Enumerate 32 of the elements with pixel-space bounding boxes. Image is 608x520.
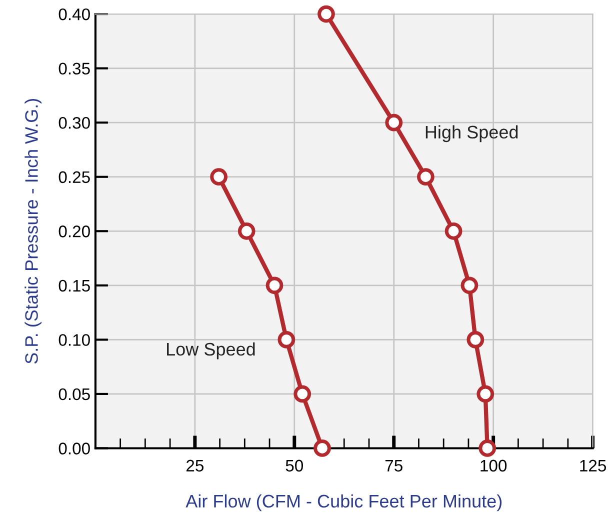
x-tick-label: 50 <box>286 460 304 472</box>
y-tick-label: 0.35 <box>58 62 90 75</box>
point <box>294 385 312 403</box>
x-tick-label: 125 <box>580 460 606 472</box>
y-tick-label: 0.15 <box>58 280 90 292</box>
point <box>210 168 228 186</box>
y-tick-label: 0.10 <box>58 334 90 346</box>
point <box>444 222 462 240</box>
point <box>417 168 434 186</box>
y-tick-label: 0.20 <box>58 226 90 238</box>
point <box>460 276 478 294</box>
y-tick-label: 0.40 <box>58 8 90 20</box>
y-tick-label: 0.30 <box>58 116 90 129</box>
x-tick-label: 75 <box>385 460 402 472</box>
point <box>238 222 256 240</box>
x-tick-label: 25 <box>186 460 204 472</box>
y-axis-title: S.P. (Static Pressure - Inch W.G.) <box>24 98 42 364</box>
point <box>266 276 284 294</box>
point <box>278 331 296 348</box>
x-tick-label: 100 <box>480 460 507 472</box>
y-tick-label: 0.00 <box>58 442 90 454</box>
y-tick-label: 0.05 <box>58 388 90 400</box>
y-tick-label: 0.25 <box>58 171 90 184</box>
series-label: High Speed <box>426 125 518 142</box>
point <box>478 440 496 457</box>
point <box>318 5 335 23</box>
point <box>476 385 494 403</box>
point <box>466 331 484 348</box>
x-axis-title: Air Flow (CFM - Cubic Feet Per Minute) <box>186 494 502 512</box>
point <box>385 114 403 132</box>
point <box>314 440 331 457</box>
series-label: Low Speed <box>167 342 255 360</box>
